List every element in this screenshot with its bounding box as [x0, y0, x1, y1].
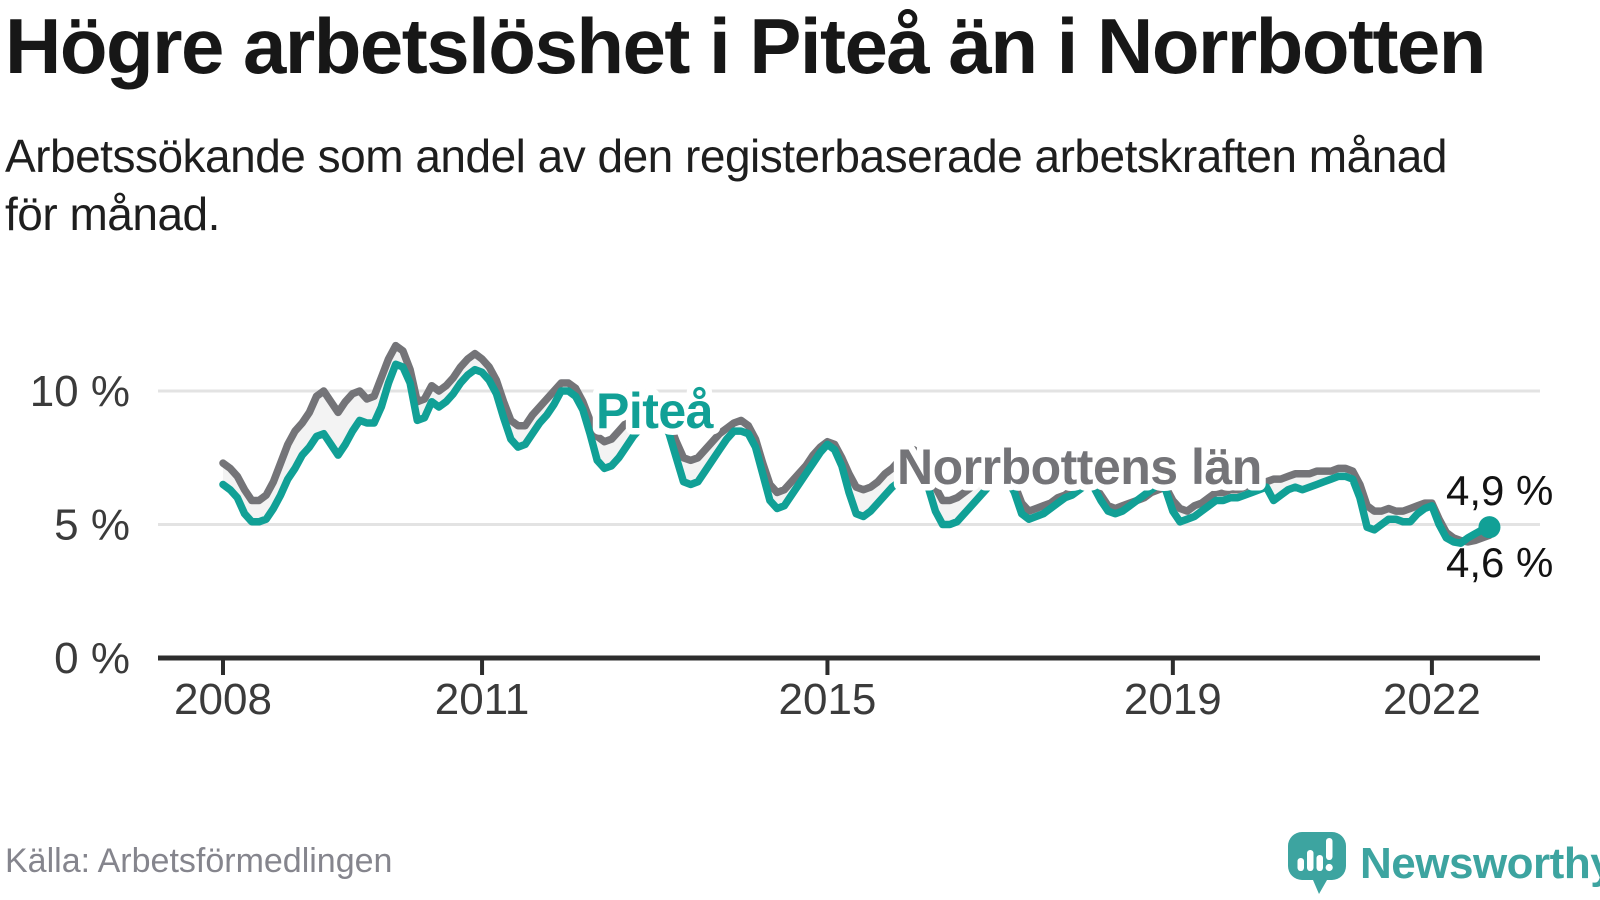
page-title: Högre arbetslöshet i Piteå än i Norrbott… — [5, 2, 1486, 90]
newsworthy-logo-icon — [1288, 832, 1346, 894]
x-tick-label: 2015 — [779, 675, 877, 724]
norrbotten-line — [219, 341, 1494, 546]
source-note: Källa: Arbetsförmedlingen — [5, 842, 393, 880]
newsworthy-logo-text: Newsworthy — [1360, 839, 1600, 888]
subtitle-line-1: Arbetssökande som andel av den registerb… — [5, 130, 1447, 182]
norrbotten-series-label: Norrbottens län — [897, 439, 1262, 495]
subtitle: Arbetssökande som andel av den registerb… — [5, 128, 1565, 244]
y-tick-label: 5 % — [54, 501, 130, 550]
pitea-end-dot — [1478, 516, 1501, 539]
x-tick-label: 2019 — [1124, 675, 1222, 724]
y-axis-labels: 0 % 5 % 10 % — [30, 367, 130, 683]
pitea-end-value: 4,9 % — [1446, 467, 1553, 514]
x-tick-label: 2011 — [435, 675, 530, 724]
y-tick-label: 10 % — [30, 367, 130, 416]
norrbotten-end-value: 4,6 % — [1446, 539, 1553, 586]
y-tick-label: 0 % — [54, 634, 130, 683]
pitea-line — [219, 360, 1494, 547]
logo-bars-icon — [1297, 838, 1333, 872]
newsworthy-logo: Newsworthy — [1288, 832, 1600, 896]
pitea-series-label: Piteå — [596, 383, 714, 439]
x-tick-label: 2022 — [1383, 675, 1481, 724]
subtitle-line-2: för månad. — [5, 187, 220, 240]
x-axis: 2008 2011 2015 2019 2022 — [158, 655, 1540, 724]
x-tick-label: 2008 — [174, 675, 272, 724]
